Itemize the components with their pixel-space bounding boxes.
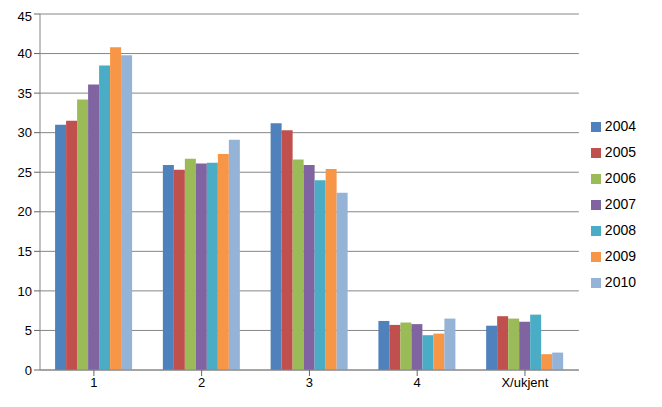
html-text:2010: 2010 (604, 273, 636, 290)
svg-text:1: 1 (90, 375, 97, 390)
svg-text:25: 25 (18, 165, 32, 180)
svg-text:0: 0 (25, 363, 32, 378)
svg-text:2: 2 (198, 375, 205, 390)
svg-text:35: 35 (18, 86, 32, 101)
html-text:2006: 2006 (604, 169, 636, 186)
svg-text:40: 40 (18, 46, 32, 61)
svg-text:4: 4 (414, 375, 421, 390)
svg-text:20: 20 (18, 204, 32, 219)
html-text:2005: 2005 (604, 143, 636, 160)
html-text:2004: 2004 (604, 117, 636, 134)
svg-text:30: 30 (18, 125, 32, 140)
html-text:2007: 2007 (604, 195, 636, 212)
svg-text:5: 5 (25, 323, 32, 338)
html-text:2009: 2009 (604, 247, 636, 264)
svg-text:X/ukjent: X/ukjent (501, 375, 548, 390)
html-text:2008: 2008 (604, 221, 636, 238)
svg-text:3: 3 (306, 375, 313, 390)
svg-text:10: 10 (18, 284, 32, 299)
svg-text:45: 45 (18, 9, 32, 24)
svg-text:15: 15 (18, 244, 32, 259)
